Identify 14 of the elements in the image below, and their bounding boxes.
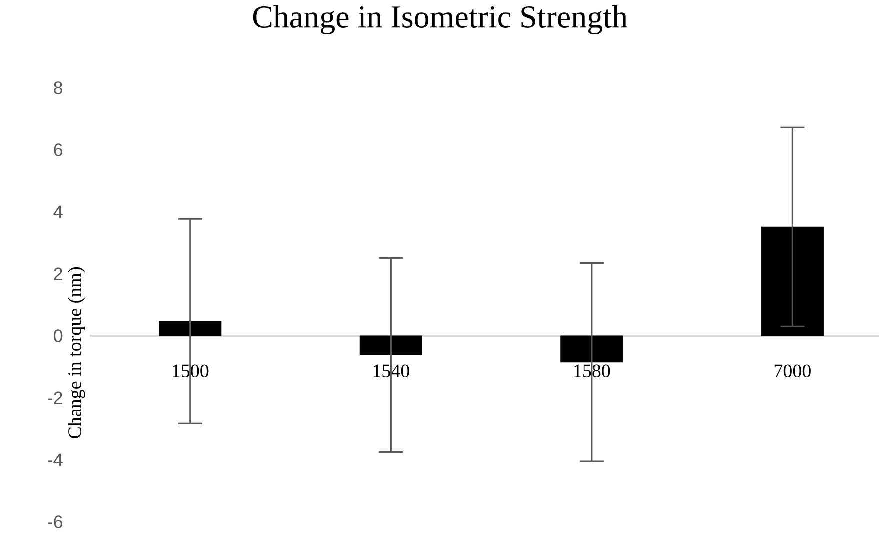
y-tick-label: -2	[48, 392, 62, 404]
y-tick-label: 8	[54, 82, 63, 94]
y-tick-label: 6	[54, 144, 63, 156]
bar	[159, 321, 222, 336]
chart-title: Change in Isometric Strength	[253, 5, 628, 35]
y-axis-title: Change in torque (nm)	[68, 268, 86, 438]
y-tick-label: 2	[54, 268, 62, 280]
bar	[360, 336, 422, 356]
y-tick-label: -6	[48, 516, 63, 528]
y-tick-label: 4	[54, 206, 63, 218]
bar	[560, 336, 624, 363]
y-tick-label: 0	[54, 330, 63, 342]
y-tick-label: -4	[48, 454, 63, 466]
x-tick-label: 7000	[774, 364, 811, 378]
